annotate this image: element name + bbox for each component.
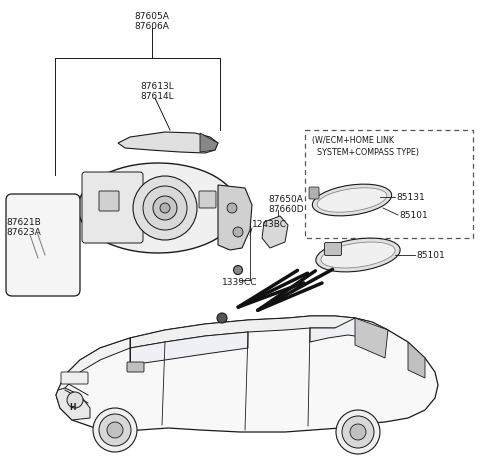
Polygon shape <box>130 332 248 365</box>
Circle shape <box>313 190 319 196</box>
Text: 85101: 85101 <box>416 251 445 260</box>
FancyBboxPatch shape <box>99 191 119 211</box>
FancyBboxPatch shape <box>199 191 216 208</box>
Polygon shape <box>218 185 252 250</box>
Circle shape <box>143 186 187 230</box>
Text: 87605A
87606A: 87605A 87606A <box>134 12 169 32</box>
Polygon shape <box>200 133 218 152</box>
Bar <box>305 130 473 238</box>
Ellipse shape <box>321 242 395 268</box>
FancyBboxPatch shape <box>82 172 143 243</box>
Polygon shape <box>58 338 130 400</box>
Ellipse shape <box>312 184 392 216</box>
Circle shape <box>233 265 242 275</box>
Text: 87650A
87660D: 87650A 87660D <box>268 195 304 214</box>
Polygon shape <box>118 132 218 153</box>
Polygon shape <box>355 318 388 358</box>
Circle shape <box>67 392 83 408</box>
Ellipse shape <box>317 188 387 212</box>
Circle shape <box>217 313 227 323</box>
Circle shape <box>93 408 137 452</box>
Ellipse shape <box>78 163 238 253</box>
Circle shape <box>133 176 197 240</box>
FancyBboxPatch shape <box>127 362 144 372</box>
Polygon shape <box>56 388 90 420</box>
FancyBboxPatch shape <box>61 372 88 384</box>
Text: 87613L
87614L: 87613L 87614L <box>140 82 174 101</box>
Circle shape <box>342 416 374 448</box>
Text: H: H <box>70 404 76 413</box>
Polygon shape <box>56 316 438 432</box>
Polygon shape <box>262 216 288 248</box>
Text: 87621B
87623A: 87621B 87623A <box>6 218 41 237</box>
Circle shape <box>350 424 366 440</box>
FancyBboxPatch shape <box>6 194 80 296</box>
Circle shape <box>160 203 170 213</box>
FancyBboxPatch shape <box>309 187 319 199</box>
Circle shape <box>153 196 177 220</box>
Circle shape <box>107 422 123 438</box>
Text: 85131: 85131 <box>396 193 425 202</box>
Text: 1339CC: 1339CC <box>222 278 257 287</box>
Ellipse shape <box>316 238 400 272</box>
Text: (W/ECM+HOME LINK
  SYSTEM+COMPASS TYPE): (W/ECM+HOME LINK SYSTEM+COMPASS TYPE) <box>312 136 419 157</box>
Text: 85101: 85101 <box>399 211 428 219</box>
Circle shape <box>227 203 237 213</box>
Text: 1243BC: 1243BC <box>252 220 287 229</box>
Circle shape <box>336 410 380 454</box>
FancyBboxPatch shape <box>324 243 341 255</box>
Circle shape <box>233 227 243 237</box>
Polygon shape <box>130 316 355 348</box>
Circle shape <box>99 414 131 446</box>
Polygon shape <box>408 342 425 378</box>
Polygon shape <box>310 318 388 342</box>
